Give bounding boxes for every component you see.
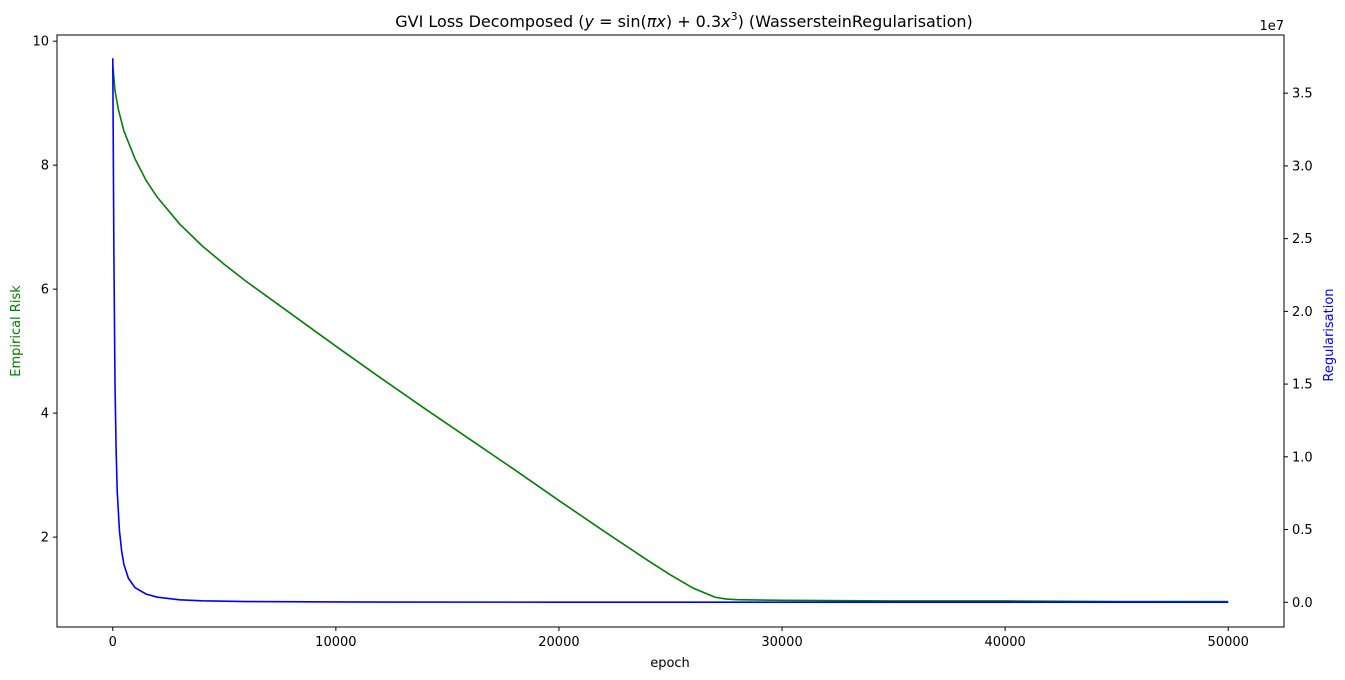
chart-title: GVI Loss Decomposed (y = sin(πx) + 0.3x3… (395, 10, 973, 31)
y-left-tick-label: 6 (41, 283, 49, 298)
x-tick-label: 50000 (1208, 635, 1249, 650)
y-axis-left-label: Empirical Risk (9, 285, 24, 377)
x-tick-label: 40000 (984, 635, 1025, 650)
x-tick-label: 10000 (315, 635, 356, 650)
x-tick-label: 0 (109, 635, 117, 650)
y-axis-right-offset-text: 1e7 (1259, 19, 1284, 34)
x-tick-label: 20000 (538, 635, 579, 650)
y-right-tick-label: 1.0 (1292, 450, 1313, 465)
y-left-tick-label: 10 (32, 35, 49, 50)
x-axis-ticks: 0 10000 20000 30000 40000 50000 (109, 627, 1249, 650)
x-tick-label: 30000 (761, 635, 802, 650)
y-right-tick-label: 0.5 (1292, 523, 1313, 538)
y-right-tick-label: 1.5 (1292, 378, 1313, 393)
y-left-tick-label: 2 (41, 531, 49, 546)
y-right-tick-label: 0.0 (1292, 596, 1313, 611)
y-right-tick-label: 3.0 (1292, 159, 1313, 174)
y-right-tick-label: 2.0 (1292, 305, 1313, 320)
y-axis-right-ticks: 0.0 0.5 1.0 1.5 2.0 2.5 3.0 3.5 (1284, 87, 1313, 611)
x-axis-label: epoch (650, 656, 690, 671)
y-right-tick-label: 3.5 (1292, 87, 1313, 102)
y-right-tick-label: 2.5 (1292, 232, 1313, 247)
regularisation-line (111, 58, 1229, 604)
empirical-risk-line (111, 64, 1229, 603)
y-left-tick-label: 4 (41, 407, 49, 422)
y-axis-right-label: Regularisation (1322, 288, 1337, 381)
y-left-tick-label: 8 (41, 159, 49, 174)
series-layer (111, 58, 1229, 604)
plot-frame (56, 34, 1285, 628)
y-axis-left-ticks: 2 4 6 8 10 (32, 35, 57, 546)
